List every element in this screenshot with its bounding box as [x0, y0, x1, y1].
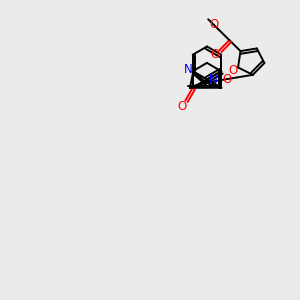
Text: N: N [209, 73, 218, 86]
Text: O: O [210, 48, 220, 61]
Text: O: O [222, 73, 232, 85]
Text: O: O [177, 100, 187, 113]
Text: N: N [184, 63, 192, 76]
Text: O: O [228, 64, 237, 77]
Text: O: O [209, 18, 218, 32]
